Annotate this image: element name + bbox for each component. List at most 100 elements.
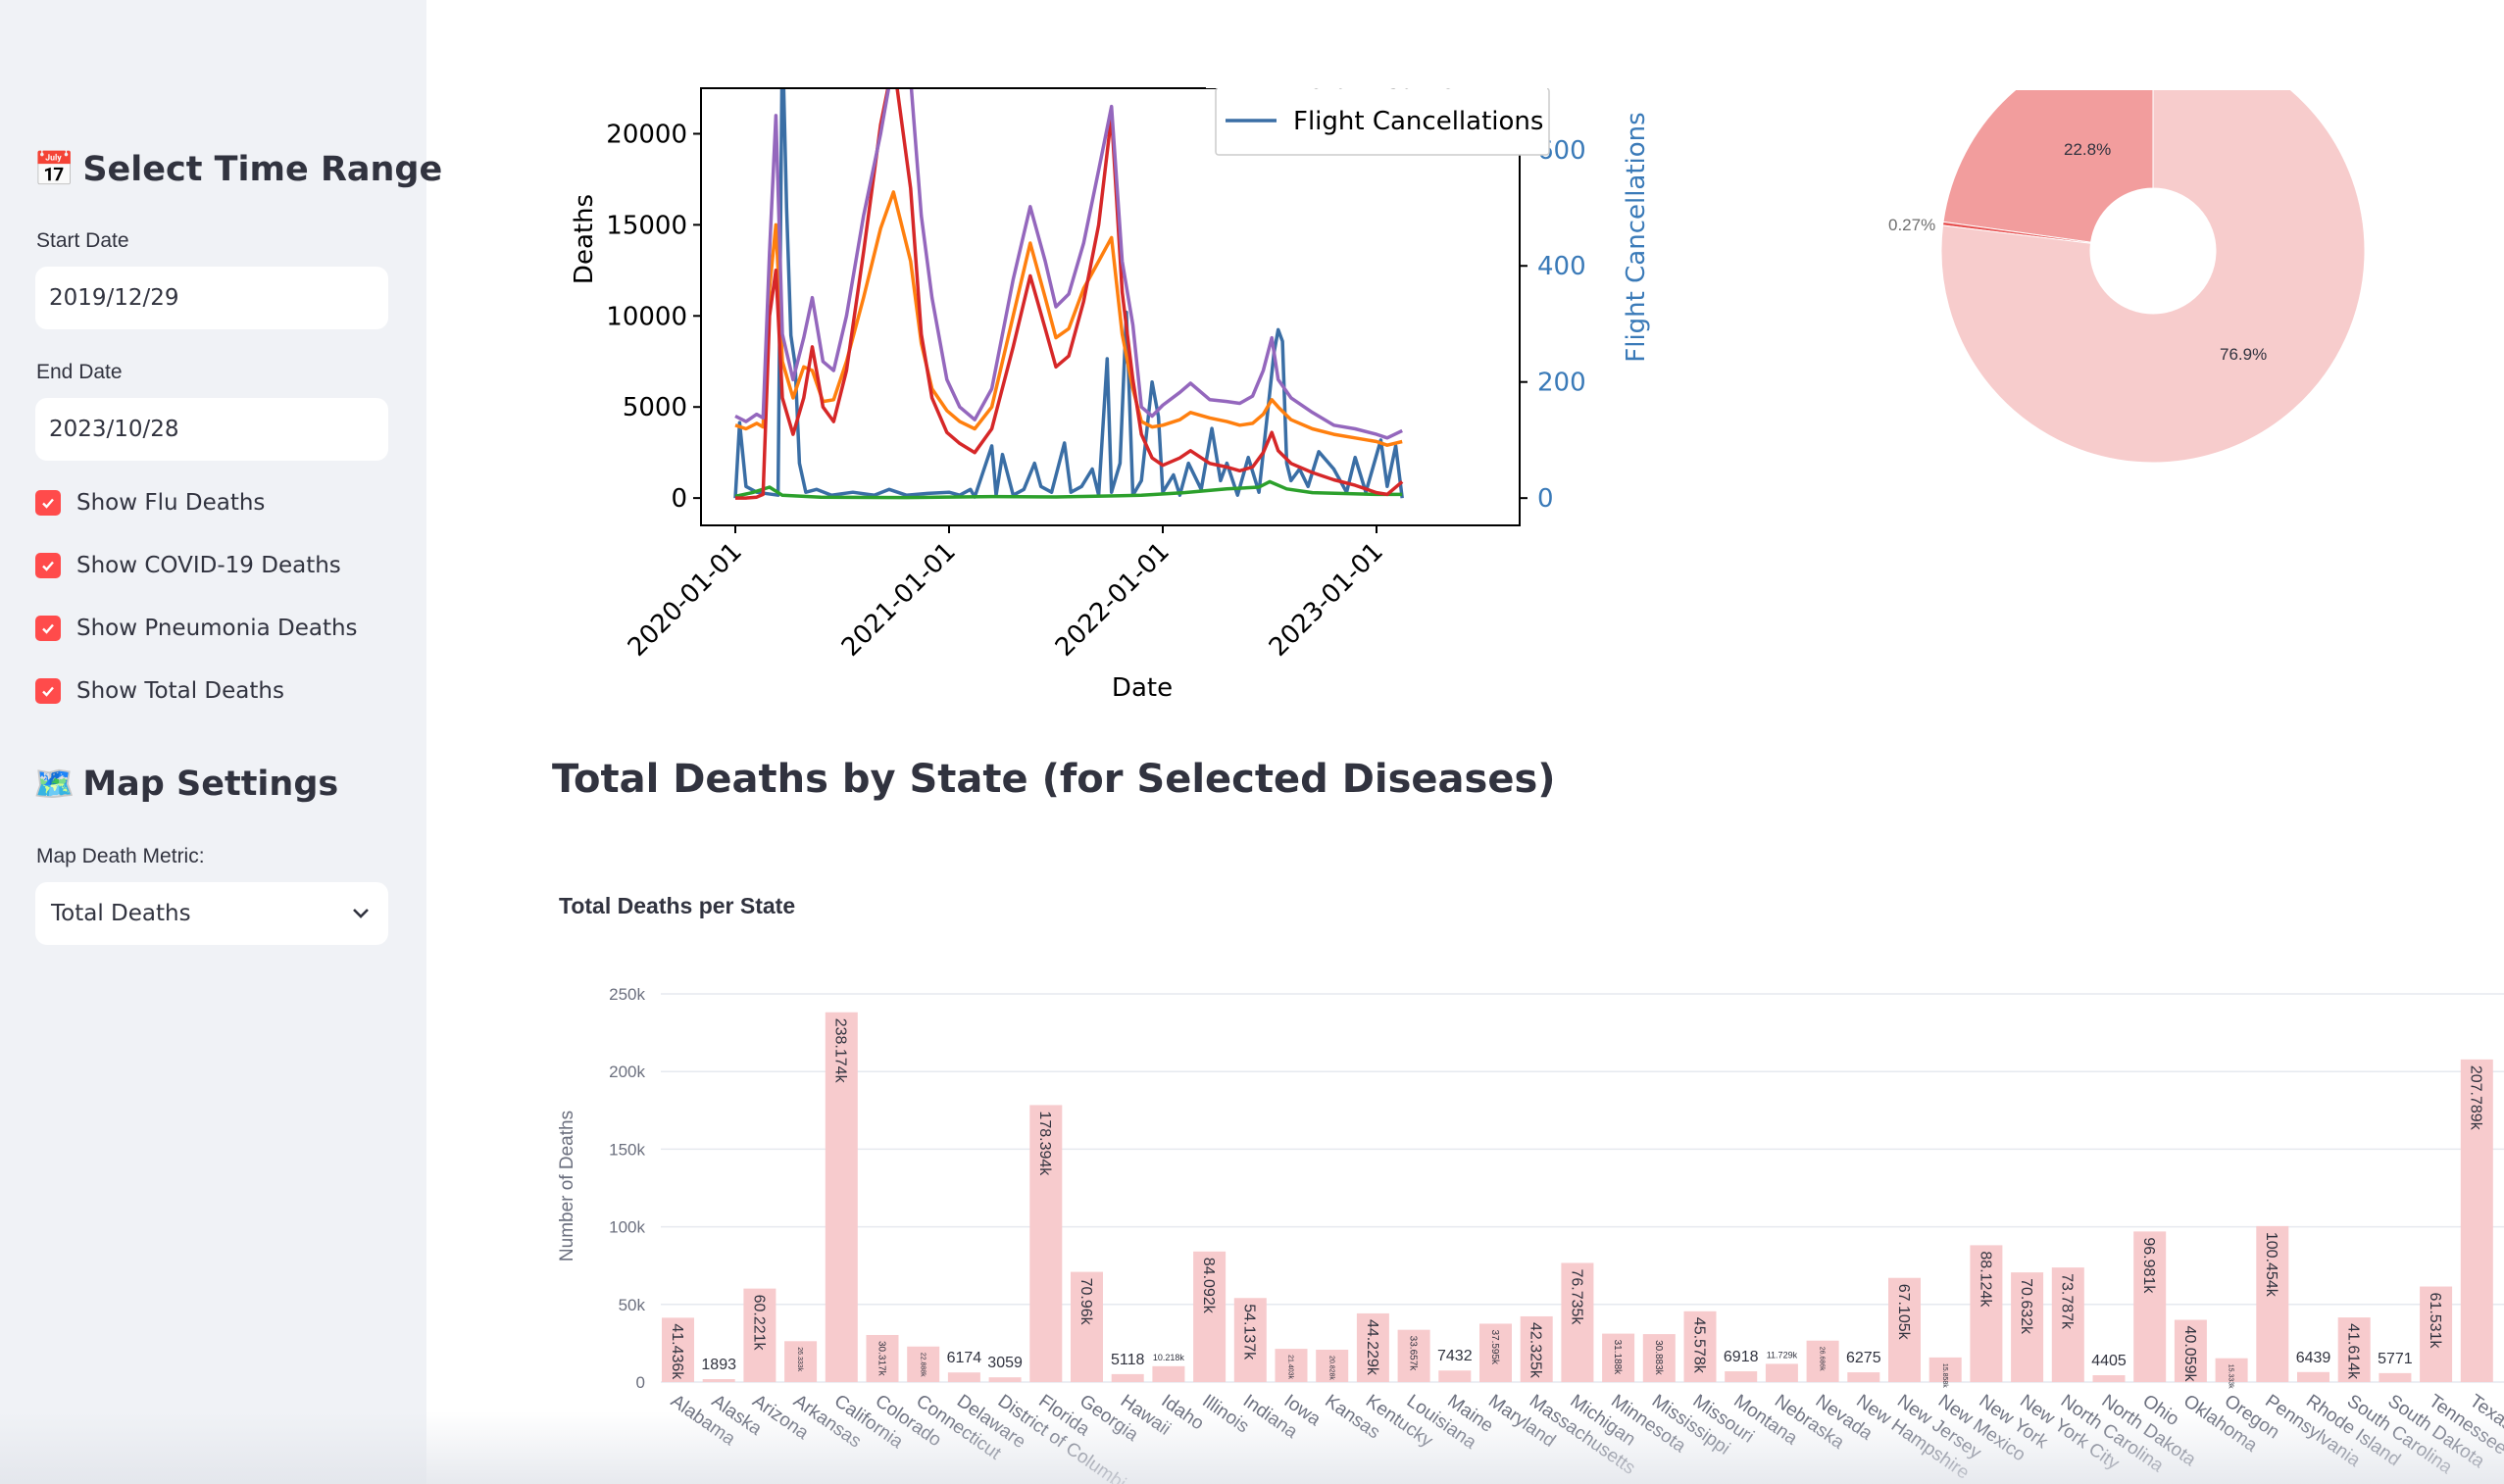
bar[interactable]	[1806, 1340, 1839, 1382]
y2-tick-label: 400	[1537, 252, 1586, 281]
pie-slice[interactable]	[1940, 78, 2366, 464]
bar[interactable]	[1847, 1372, 1880, 1382]
bar-y-tick-label: 100k	[609, 1218, 645, 1237]
bar[interactable]	[1725, 1371, 1758, 1382]
pie-slices-group	[1940, 78, 2366, 464]
checkbox-checked-icon[interactable]	[35, 678, 61, 704]
bar-data-label: 88.124k	[1977, 1251, 1993, 1308]
bar[interactable]	[2174, 1319, 2207, 1382]
bar[interactable]	[1928, 1357, 1962, 1382]
bar[interactable]	[1397, 1329, 1430, 1382]
bar[interactable]	[1520, 1315, 1553, 1382]
bar[interactable]	[2133, 1231, 2167, 1382]
bar-y-tick-label: 150k	[609, 1140, 645, 1159]
bar-grid: 0 50k 100k 150k 200k 250k	[609, 985, 2504, 1392]
bar-data-label: 60.221k	[750, 1295, 767, 1352]
bar[interactable]	[1152, 1365, 1185, 1382]
bar[interactable]	[907, 1346, 940, 1382]
checkbox-checked-icon[interactable]	[35, 616, 61, 641]
bar[interactable]	[866, 1334, 899, 1382]
bar-data-label: 6918	[1724, 1349, 1759, 1365]
map-settings-heading: 🗺️ Map Settings	[33, 765, 338, 804]
bar[interactable]	[702, 1379, 735, 1382]
bar[interactable]	[947, 1372, 980, 1382]
bar-data-label: 178.394k	[1036, 1111, 1053, 1176]
bar-data-label: 26.333k	[796, 1347, 803, 1371]
bar[interactable]	[662, 1317, 694, 1382]
bar[interactable]	[1193, 1251, 1227, 1382]
bar-data-label: 30.883k	[1653, 1340, 1664, 1376]
bar[interactable]	[1561, 1262, 1594, 1382]
bar-data-label: 207.789k	[2468, 1065, 2484, 1131]
bar[interactable]	[2420, 1286, 2453, 1382]
line-series-group	[733, 88, 1404, 500]
bar-data-label: 4405	[2091, 1353, 2127, 1369]
bar-data-label: 5118	[1111, 1352, 1145, 1368]
y-tick-label: 20000	[606, 120, 687, 149]
bar-data-label: 6174	[947, 1350, 982, 1366]
bar-marks-group: 41.436k 1893 60.221k 26.333k 238.174k 30.317k…	[662, 1012, 2493, 1389]
bar[interactable]	[1356, 1312, 1389, 1382]
bar[interactable]	[2256, 1225, 2289, 1382]
bar[interactable]	[1642, 1334, 1676, 1382]
bar-data-label: 3059	[987, 1355, 1023, 1371]
bar-data-label: 1893	[701, 1357, 736, 1373]
bar[interactable]	[2215, 1358, 2248, 1382]
bar[interactable]	[1233, 1298, 1267, 1382]
checkbox-checked-icon[interactable]	[35, 553, 61, 578]
start-date-input[interactable]: 2019/12/29	[35, 267, 388, 329]
series-line	[735, 88, 1404, 500]
series-line	[734, 88, 1403, 440]
bar[interactable]	[2051, 1267, 2084, 1382]
checkbox-pneumonia[interactable]: Show Pneumonia Deaths	[35, 616, 358, 641]
checkbox-flu[interactable]: Show Flu Deaths	[35, 490, 265, 516]
bar[interactable]	[2011, 1272, 2044, 1382]
bar[interactable]	[1438, 1370, 1472, 1382]
bar[interactable]	[2460, 1059, 2493, 1382]
bar[interactable]	[1683, 1311, 1717, 1382]
bar-data-label: 70.96k	[1077, 1278, 1094, 1326]
bar[interactable]	[2337, 1317, 2371, 1382]
checkbox-checked-icon[interactable]	[35, 490, 61, 516]
bar-data-label: 96.981k	[2140, 1237, 2157, 1294]
header-mask	[1206, 0, 1598, 88]
bar[interactable]	[743, 1288, 776, 1382]
bar[interactable]	[1071, 1271, 1103, 1382]
bar[interactable]	[2379, 1372, 2412, 1382]
bar[interactable]	[2297, 1371, 2329, 1382]
map-metric-select[interactable]: Total Deaths	[35, 882, 388, 945]
bar[interactable]	[825, 1012, 858, 1382]
bar[interactable]	[1316, 1350, 1349, 1382]
bar[interactable]	[1970, 1245, 2003, 1382]
end-date-input[interactable]: 2023/10/28	[35, 398, 388, 461]
left-axis: 0 5000 10000 15000 20000	[606, 120, 701, 514]
y2-axis-label: Flight Cancellations	[1622, 112, 1651, 362]
bar[interactable]	[1602, 1333, 1635, 1382]
pie-label-76-9: 76.9%	[2220, 345, 2267, 364]
bar[interactable]	[1479, 1323, 1512, 1382]
bar-data-label: 11.729k	[1767, 1350, 1798, 1360]
bar[interactable]	[1275, 1349, 1308, 1382]
chevron-down-icon[interactable]	[351, 901, 371, 926]
bar-y-tick-label: 250k	[609, 985, 645, 1004]
bar[interactable]	[1111, 1373, 1144, 1382]
bar[interactable]	[1029, 1105, 1063, 1382]
checkbox-covid[interactable]: Show COVID-19 Deaths	[35, 553, 341, 578]
bar[interactable]	[988, 1377, 1022, 1382]
pie-label-22-8: 22.8%	[2064, 140, 2111, 159]
bar[interactable]	[2092, 1375, 2126, 1382]
pie-slice[interactable]	[1942, 78, 2154, 243]
bar[interactable]	[1765, 1363, 1798, 1382]
pie-label-0-27: 0.27%	[1888, 216, 1935, 234]
calendar-icon: 📅	[33, 150, 75, 189]
bar-data-label: 26.686k	[1819, 1347, 1826, 1371]
time-range-heading-text: Select Time Range	[82, 150, 443, 189]
bar-data-label: 5771	[2378, 1351, 2413, 1367]
x-tick-label: 2020-01-01	[623, 537, 748, 663]
bar[interactable]	[784, 1341, 818, 1382]
bar-y-tick-label: 50k	[619, 1296, 646, 1314]
bar-chart-title: Total Deaths per State	[559, 893, 795, 918]
bar[interactable]	[1888, 1277, 1921, 1382]
checkbox-total[interactable]: Show Total Deaths	[35, 678, 284, 704]
bar-data-label: 84.092k	[1200, 1258, 1217, 1314]
